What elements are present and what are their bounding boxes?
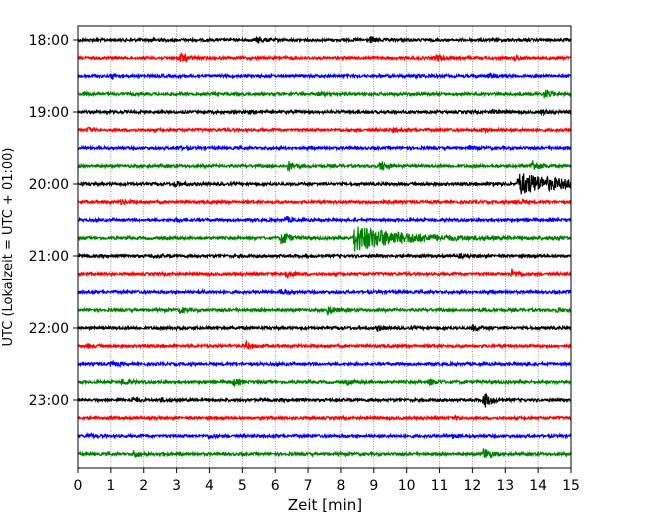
x-axis-label: Zeit [min] <box>288 496 362 514</box>
trace-2000 <box>77 173 572 195</box>
x-tick-label: 9 <box>369 478 378 494</box>
x-tick-label: 7 <box>304 478 313 494</box>
trace-1830 <box>77 72 572 80</box>
trace-1930 <box>77 144 572 153</box>
seismic-traces <box>77 36 572 459</box>
x-tick-label: 2 <box>139 478 148 494</box>
x-tick-label: 13 <box>496 478 514 494</box>
x-tick-label: 0 <box>74 478 83 494</box>
trace-1845 <box>77 89 572 99</box>
y-axis-ticks: 18:00 19:00 20:00 21:00 22:00 23:00 <box>29 33 78 409</box>
x-tick-label: 5 <box>238 478 247 494</box>
trace-2015 <box>77 197 572 206</box>
trace-1945 <box>77 160 572 172</box>
y-tick-label: 23:00 <box>29 393 69 409</box>
x-tick-label: 3 <box>172 478 181 494</box>
x-tick-label: 10 <box>398 478 416 494</box>
trace-2315 <box>77 414 572 422</box>
y-tick-label: 18:00 <box>29 33 69 49</box>
trace-1815 <box>77 51 572 64</box>
y-axis-label: UTC (Lokalzeit = UTC + 01:00) <box>1 148 16 347</box>
y-tick-label: 20:00 <box>29 177 69 193</box>
trace-1900 <box>77 107 572 117</box>
x-tick-label: 15 <box>562 478 580 494</box>
trace-2245 <box>77 377 572 388</box>
trace-2230 <box>77 359 572 369</box>
x-tick-label: 8 <box>336 478 345 494</box>
trace-2300 <box>77 393 572 408</box>
x-tick-label: 1 <box>106 478 115 494</box>
x-axis-ticks: 0 1 2 3 4 5 6 7 8 9 10 11 12 13 14 15 <box>74 468 580 494</box>
trace-2215 <box>77 339 572 350</box>
trace-2115 <box>77 268 572 280</box>
x-tick-label: 6 <box>271 478 280 494</box>
x-tick-label: 11 <box>431 478 449 494</box>
trace-2100 <box>77 252 572 261</box>
x-tick-label: 4 <box>205 478 214 494</box>
trace-2130 <box>77 287 572 296</box>
trace-1915 <box>77 126 572 135</box>
x-tick-label: 14 <box>529 478 547 494</box>
trace-2145 <box>77 306 572 316</box>
trace-1800 <box>77 36 572 44</box>
trace-2030 <box>77 215 572 224</box>
y-tick-label: 21:00 <box>29 249 69 265</box>
trace-2345 <box>77 448 572 459</box>
y-tick-label: 22:00 <box>29 321 69 337</box>
x-tick-label: 12 <box>463 478 481 494</box>
y-tick-label: 19:00 <box>29 105 69 121</box>
trace-2200 <box>77 324 572 333</box>
plot-frame <box>77 25 572 469</box>
trace-2330 <box>77 431 572 441</box>
trace-2045 <box>77 226 572 252</box>
